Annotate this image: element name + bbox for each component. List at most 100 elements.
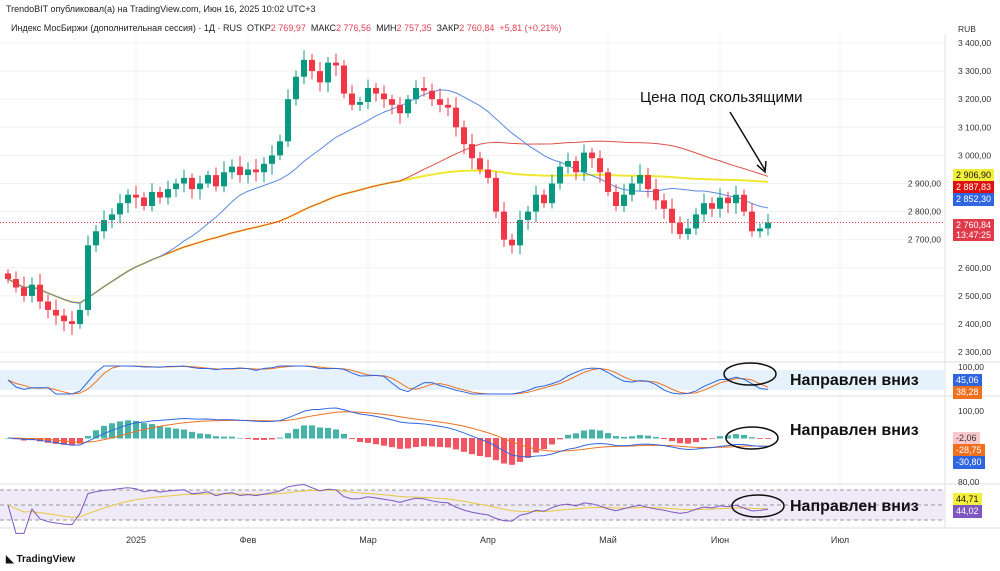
- macd-histogram-bar: [533, 438, 539, 453]
- candle-body: [709, 203, 715, 209]
- macd-histogram-bar: [445, 438, 451, 448]
- stoch-band: [0, 370, 945, 390]
- candle-body: [573, 161, 579, 173]
- annotation-arrow: [729, 111, 766, 171]
- candle-body: [269, 155, 275, 164]
- candle-body: [197, 183, 203, 190]
- x-tick-label: Май: [599, 535, 617, 545]
- tradingview-icon: ◣: [6, 554, 17, 565]
- x-tick-label: Июл: [831, 535, 849, 545]
- stoch-axis-tick: 100,00: [958, 362, 984, 372]
- publisher-line: TrendoBIT опубликовал(а) на TradingView.…: [6, 4, 316, 14]
- candle-body: [21, 287, 27, 296]
- macd-histogram-bar: [197, 433, 203, 439]
- candle-body: [237, 166, 243, 176]
- macd-histogram-bar: [733, 434, 739, 439]
- macd-histogram-bar: [669, 438, 675, 442]
- macd-histogram-bar: [101, 425, 107, 439]
- candle-body: [157, 191, 163, 198]
- symbol-name[interactable]: Индекс МосБиржи (дополнительная сессия) …: [11, 23, 243, 33]
- macd-histogram-bar: [693, 438, 699, 443]
- macd-histogram-bar: [373, 438, 379, 445]
- x-tick-label: Фев: [240, 535, 257, 545]
- candle-body: [453, 107, 459, 128]
- macd-histogram-bar: [301, 425, 307, 439]
- price-tick-label: 2 400,00: [958, 319, 991, 329]
- candle-body: [309, 59, 315, 72]
- annotation-rsi: Направлен вниз: [790, 498, 919, 515]
- macd-histogram-bar: [77, 438, 83, 444]
- annotation-macd: Направлен вниз: [790, 422, 919, 439]
- candle-body: [29, 284, 35, 296]
- candle-body: [277, 141, 283, 156]
- macd-line: [7, 407, 769, 458]
- annotation-ellipse: [725, 426, 779, 450]
- candle-body: [189, 177, 195, 190]
- macd-histogram-bar: [93, 430, 99, 439]
- open-value: 2 769,97: [270, 23, 306, 33]
- macd-histogram-bar: [469, 438, 475, 455]
- macd-histogram-bar: [741, 434, 747, 439]
- candle-body: [341, 65, 347, 94]
- candle-body: [325, 62, 331, 83]
- candle-body: [389, 99, 395, 105]
- candle-body: [149, 191, 155, 206]
- macd-signal-line: [7, 411, 769, 452]
- price-tick-label: 2 900,00: [908, 179, 941, 189]
- candle-body: [53, 309, 59, 316]
- candle-body: [429, 90, 435, 100]
- macd-histogram-bar: [613, 436, 619, 439]
- candle-body: [733, 194, 739, 204]
- candle-body: [397, 104, 403, 114]
- candle-body: [525, 211, 531, 221]
- candle-body: [549, 183, 555, 204]
- macd-histogram-bar: [765, 438, 771, 439]
- candle-body: [637, 175, 643, 184]
- x-tick-label: Апр: [480, 535, 496, 545]
- price-tick-label: 2 800,00: [908, 207, 941, 217]
- countdown-timer: 13:47:25: [956, 230, 992, 240]
- macd-histogram-bar: [477, 438, 483, 457]
- macd-histogram-bar: [725, 435, 731, 439]
- candle-body: [677, 222, 683, 235]
- macd-histogram-bar: [509, 438, 515, 465]
- candle-body: [653, 189, 659, 201]
- candle-body: [493, 177, 499, 212]
- macd-histogram-bar: [37, 438, 43, 442]
- candle-body: [485, 169, 491, 178]
- candle-body: [13, 279, 19, 288]
- macd-histogram-bar: [485, 438, 491, 458]
- candle-body: [765, 222, 771, 229]
- annotation-price-below-ma: Цена под скользящими: [640, 89, 803, 106]
- macd-histogram-bar: [333, 429, 339, 439]
- candle-body: [557, 166, 563, 184]
- ma-blue-tag: 2 852,30: [953, 193, 995, 206]
- macd-histogram-bar: [541, 438, 547, 450]
- close-label: ЗАКР: [436, 23, 460, 33]
- candle-body: [165, 189, 171, 198]
- macd-axis-tick: 100,00: [958, 406, 984, 416]
- macd-histogram-bar: [645, 435, 651, 439]
- high-label: МАКС: [310, 23, 337, 33]
- macd-histogram-bar: [605, 433, 611, 439]
- candle-body: [741, 194, 747, 212]
- candle-body: [293, 76, 299, 100]
- macd-line-tag: -30,80: [953, 456, 985, 469]
- tradingview-logo[interactable]: ◣ TradingView: [6, 554, 75, 565]
- candle-body: [445, 104, 451, 108]
- candle-body: [37, 284, 43, 302]
- candle-body: [629, 183, 635, 195]
- macd-histogram-bar: [397, 438, 403, 449]
- macd-histogram-bar: [213, 436, 219, 439]
- ma-red-line: [7, 140, 769, 304]
- candle-body: [645, 175, 651, 190]
- candle-body: [509, 239, 515, 246]
- candle-body: [541, 194, 547, 204]
- macd-histogram-bar: [709, 438, 715, 439]
- candle-body: [181, 177, 187, 184]
- open-label: ОТКР: [247, 23, 271, 33]
- candle-body: [421, 87, 427, 91]
- macd-signal-tag: -28,75: [953, 444, 985, 457]
- macd-histogram-bar: [437, 438, 443, 448]
